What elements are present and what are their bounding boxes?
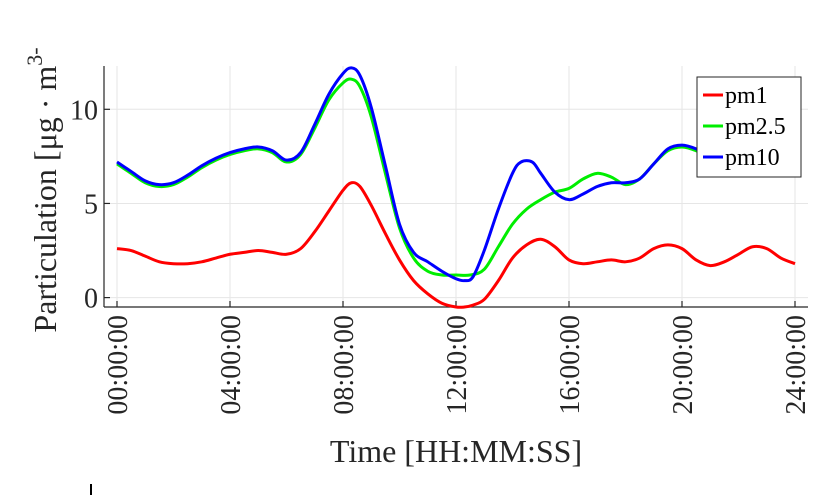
y-tick-label: 0: [84, 284, 98, 315]
y-axis-label-group: Particulation [μg · m3-: [22, 47, 63, 332]
series-line-pm25: [116, 77, 711, 277]
y-tick-labels: 0 5 10: [70, 95, 98, 314]
grid-lines: [104, 66, 808, 307]
x-tick-label: 04:00:00: [216, 315, 247, 415]
y-axis-label: Particulation [μg · m: [27, 66, 63, 333]
y-tick-label: 10: [70, 95, 98, 126]
y-axis-label-superscript: 3-: [22, 47, 47, 65]
x-tick-label: 16:00:00: [555, 315, 586, 415]
x-tick-label: 24:00:00: [781, 315, 812, 415]
series-line-pm1: [116, 181, 796, 309]
legend-label: pm1: [725, 83, 768, 109]
x-axis-label: Time [HH:MM:SS]: [330, 433, 582, 469]
x-tick-label: 20:00:00: [668, 315, 699, 415]
x-tick-label: 12:00:00: [442, 315, 473, 415]
x-tick-label: 00:00:00: [103, 315, 134, 415]
y-tick-label: 5: [84, 189, 98, 220]
x-tick-labels: 00:00:00 04:00:00 08:00:00 12:00:00 16:00:00…: [103, 315, 812, 415]
legend: pm1 pm2.5 pm10: [696, 76, 802, 178]
svg-text:Particulation [μg · m3-: Particulation [μg · m3-: [22, 47, 63, 332]
legend-label: pm2.5: [725, 114, 786, 140]
legend-label: pm10: [725, 145, 780, 171]
series-line-pm10: [116, 66, 711, 283]
x-tick-label: 08:00:00: [329, 315, 360, 415]
series-lines: [116, 66, 796, 309]
